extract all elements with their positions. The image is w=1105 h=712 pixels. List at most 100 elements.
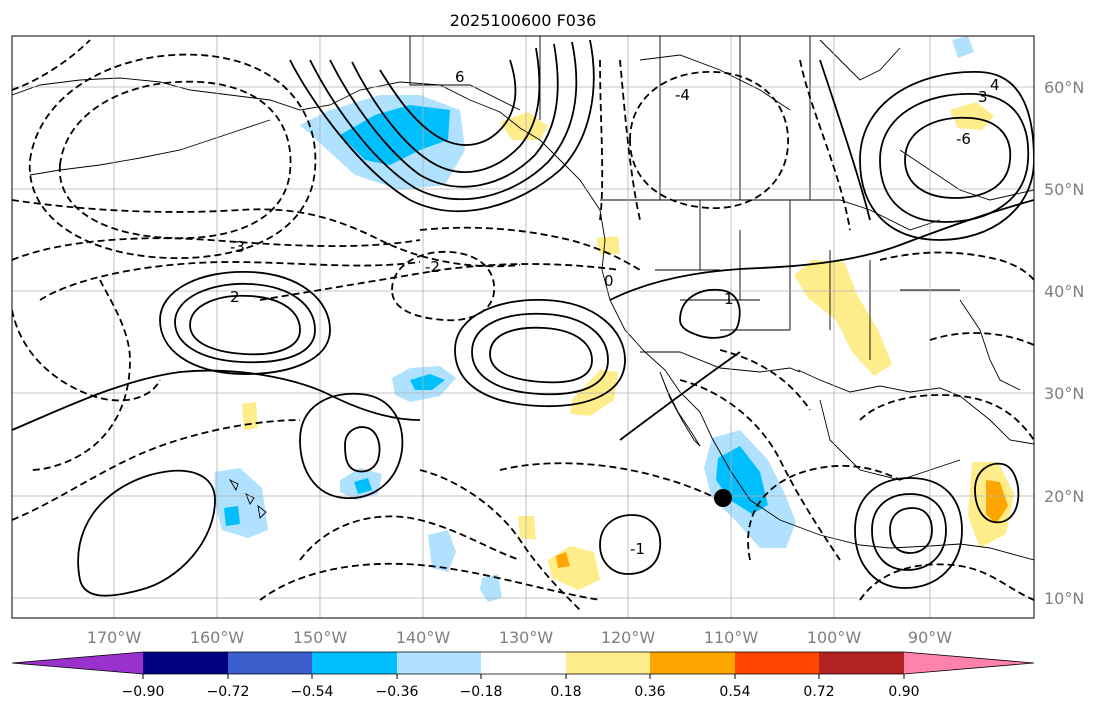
shade-positive-plains [794, 260, 892, 376]
coastline-arctic-islands [639, 54, 791, 111]
lon-label-100w: 100°W [807, 628, 862, 647]
colorbar-labels: −0.90 −0.72 −0.54 −0.36 −0.18 0.18 0.36 … [122, 684, 920, 700]
colorbar-ticks [142, 674, 905, 679]
contour-pacific-low-2 [59, 80, 292, 239]
lon-label-130w: 130°W [499, 628, 554, 647]
contour-central-america-ring-1 [854, 477, 963, 589]
lon-label-90w: 90°W [908, 628, 952, 647]
colorbar-label-10: 0.90 [888, 684, 919, 700]
figure-title: 2025100600 F036 [450, 11, 597, 30]
lat-label-50n: 50°N [1044, 180, 1084, 199]
contour-pacific-south-1 [299, 515, 521, 561]
coastline-yucatan [819, 399, 961, 481]
lon-label-160w: 160°W [190, 628, 245, 647]
shade-positive-small-2 [518, 516, 536, 540]
contour-hudson-low-1 [629, 71, 789, 209]
colorbar-label-7: 0.36 [634, 684, 665, 700]
contour-gulf-low-2 [859, 563, 1034, 601]
contour-east-pacific-ring [599, 514, 662, 575]
longitude-labels: 170°W 160°W 150°W 140°W 130°W 120°W 110°… [87, 628, 952, 647]
contour-pacific-south-2 [259, 562, 601, 601]
colorbar-segment-5 [481, 652, 566, 674]
contour-atlantic-low [929, 332, 1034, 346]
shade-strong-negative-subtropical-1 [410, 374, 445, 390]
border-us-canada [600, 199, 941, 231]
colorbar: −0.90 −0.72 −0.54 −0.36 −0.18 0.18 0.36 … [11, 651, 1035, 700]
coastline-east-canada [899, 149, 1034, 201]
contour-alaska-high-inner [379, 59, 517, 146]
shade-strong-positive-pacific [556, 552, 570, 568]
contour-pacific-south-4 [499, 462, 721, 501]
contour-alaska-high-outer [289, 39, 595, 213]
contour-pacific-south-3 [419, 469, 581, 611]
contour-label-neg3: -3 [230, 238, 245, 256]
lon-label-170w: 170°W [87, 628, 142, 647]
shade-negative-small-2 [480, 574, 502, 602]
shade-strong-positive-caribbean [986, 480, 1008, 524]
contour-hudson-low-2 [599, 59, 604, 221]
contour-pacific-low-1 [29, 53, 317, 259]
contour-plains-trough [609, 199, 1034, 301]
colorbar-label-9: 0.72 [803, 684, 834, 700]
contour-label-3: 3 [978, 88, 988, 106]
colorbar-label-3: −0.54 [291, 684, 334, 700]
coastline-west-north-america [599, 209, 1034, 561]
lat-label-60n: 60°N [1044, 78, 1084, 97]
contour-caribbean-ring [974, 462, 1020, 524]
gridlines [12, 36, 1034, 618]
colorbar-segment-3 [312, 652, 397, 674]
contour-east-high-3 [904, 116, 1012, 199]
colorbar-label-2: −0.72 [207, 684, 250, 700]
lat-label-10n: 10°N [1044, 589, 1084, 608]
contour-label-neg4: -4 [675, 86, 690, 104]
lon-label-140w: 140°W [396, 628, 451, 647]
coastline-atlantic-east [959, 299, 1021, 391]
contour-alaska-high-3 [329, 43, 559, 188]
contour-zero-west [12, 369, 421, 431]
contour-label-6: 6 [455, 68, 465, 86]
colorbar-segment-6 [566, 652, 650, 674]
coastline-aleutians [29, 119, 271, 176]
contour-east-high-4 [819, 59, 871, 221]
shade-negative-small-3 [952, 36, 974, 58]
lat-label-30n: 30°N [1044, 384, 1084, 403]
contour-pacific-high-2 [174, 282, 316, 364]
positive-contours [12, 39, 1034, 597]
colorbar-over-triangle [904, 652, 1034, 674]
colorbar-label-8: 0.54 [719, 684, 750, 700]
contour-label-neg6: -6 [956, 130, 971, 148]
colorbar-label-6: 0.18 [550, 684, 581, 700]
latitude-labels: 60°N 50°N 40°N 30°N 20°N 10°N [1044, 78, 1084, 608]
shade-positive-small-3 [242, 402, 258, 430]
contour-pacific-subtropical-trough [12, 419, 301, 521]
contour-label-4: 4 [990, 76, 1000, 94]
contour-gulf-low-1 [859, 394, 1034, 441]
contour-pacific-low-3 [12, 237, 421, 261]
colorbar-segment-2 [228, 652, 312, 674]
map-frame [11, 35, 1035, 619]
colorbar-segment-7 [650, 652, 735, 674]
contour-mid-pacific-low [391, 251, 495, 322]
lon-label-150w: 150°W [293, 628, 348, 647]
contour-label-0: 0 [604, 272, 614, 290]
lon-label-120w: 120°W [601, 628, 656, 647]
contour-subtropical-high-2 [471, 312, 609, 396]
contour-subtropical-high-1 [454, 298, 626, 408]
contour-labels: 6 4 3 2 1 0 -1 -2 -3 -4 -6 [230, 68, 1000, 558]
shade-negative-small-1 [428, 530, 456, 572]
contour-hudson-low-4 [799, 59, 851, 231]
contour-alaska-high-4 [351, 47, 541, 173]
contour-plains-ring [679, 288, 741, 339]
contour-label-neg1: -1 [630, 540, 645, 558]
coastline-alaska [12, 77, 601, 211]
contour-label-neg2: -2 [425, 258, 440, 276]
lon-label-110w: 110°W [704, 628, 759, 647]
colorbar-label-4: −0.36 [376, 684, 419, 700]
contour-pacific-low-5 [12, 309, 161, 402]
contour-hudson-low-3 [619, 59, 641, 221]
border-us-mexico [640, 351, 801, 373]
contour-mid-pacific-trough-2 [419, 226, 641, 271]
coastline-baja [659, 371, 701, 447]
lat-label-40n: 40°N [1044, 282, 1084, 301]
